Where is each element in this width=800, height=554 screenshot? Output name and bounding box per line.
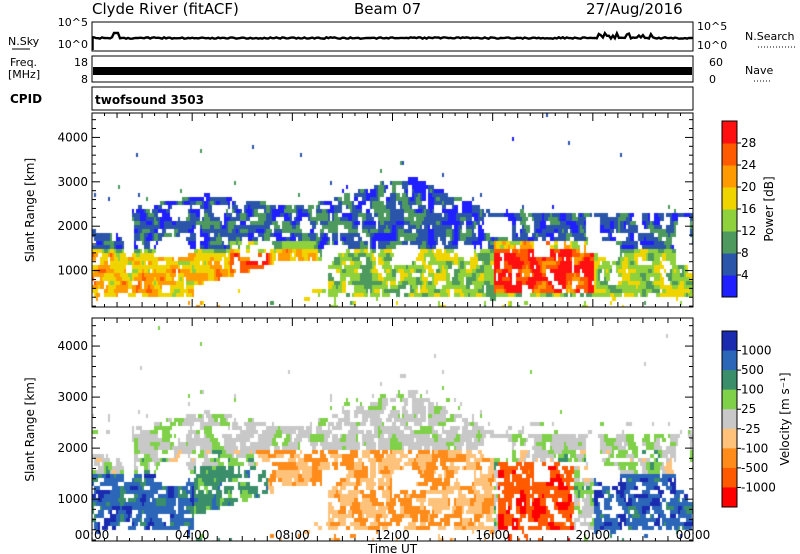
rti-power-image	[92, 113, 693, 307]
noise-sky-line	[92, 30, 694, 41]
velocity-colorbar-segment	[722, 409, 737, 430]
velocity-colorbar-label-7: -1000	[741, 480, 776, 494]
power-colorbar-label-2: 12	[741, 224, 756, 238]
y-tick-label-power-0: 1000	[57, 264, 88, 278]
power-colorbar-segment	[722, 209, 737, 232]
velocity-colorbar-segment	[722, 389, 737, 410]
freq-label-line1: Freq.	[10, 56, 37, 69]
velocity-colorbar-label-3: 25	[741, 402, 756, 416]
velocity-colorbar-segment	[722, 350, 737, 371]
power-colorbar-segment	[722, 121, 737, 144]
power-colorbar-label-4: 20	[741, 180, 756, 194]
x-tick-label-3: 12:00	[375, 528, 410, 542]
y-tick-label-power-1: 2000	[57, 219, 88, 233]
freq-band	[93, 67, 692, 75]
freq-panel-frame	[91, 55, 694, 83]
date-title: 27/Aug/2016	[586, 0, 683, 18]
noise-left-tick-bottom: 10^0	[58, 38, 88, 51]
nave-tick-bottom: 0	[709, 73, 716, 86]
velocity-colorbar-segment	[722, 448, 737, 469]
power-colorbar-segment	[722, 275, 737, 298]
y-tick-label-power-3: 4000	[57, 130, 88, 144]
y-tick-label-vel-1: 2000	[57, 441, 88, 455]
power-colorbar-segment	[722, 187, 737, 210]
station-title: Clyde River (fitACF)	[92, 0, 239, 18]
freq-label-line2: [MHz]	[8, 68, 40, 81]
y-tick-label-vel-2: 3000	[57, 390, 88, 404]
noise-right-label: N.Search	[745, 30, 795, 43]
y-tick-label-vel-0: 1000	[57, 492, 88, 506]
x-tick-label-4: 16:00	[475, 528, 510, 542]
y-tick-label-power-2: 3000	[57, 175, 88, 189]
power-colorbar-segment	[722, 165, 737, 188]
velocity-colorbar-label-2: 100	[741, 383, 764, 397]
nave-tick-top: 60	[709, 56, 723, 69]
y-axis-label-vel: Slant Range [km]	[23, 377, 37, 481]
x-tick-label-2: 08:00	[275, 528, 310, 542]
y-tick-label-vel-3: 4000	[57, 339, 88, 353]
velocity-colorbar-title: Velocity [m s⁻¹]	[778, 372, 792, 465]
x-tick-label-6: 00:00	[676, 528, 711, 542]
power-colorbar-label-3: 16	[741, 202, 756, 216]
velocity-colorbar-segment	[722, 467, 737, 488]
power-colorbar-segment	[722, 143, 737, 166]
power-colorbar-label-1: 8	[741, 246, 749, 260]
noise-right-tick-bottom: 10^0	[697, 39, 727, 52]
x-tick-label-5: 20:00	[576, 528, 611, 542]
x-axis-label: Time UT	[367, 542, 418, 554]
cpid-panel-frame	[91, 86, 694, 111]
cpid-label: CPID	[10, 92, 42, 106]
noise-left-label: N.Sky	[8, 35, 40, 48]
rti-vel-image	[92, 318, 693, 541]
power-colorbar-title: Power [dB]	[762, 176, 776, 241]
velocity-colorbar-segment	[722, 428, 737, 449]
power-colorbar-label-6: 28	[741, 136, 756, 150]
velocity-colorbar-label-4: -25	[741, 422, 761, 436]
nave-label: Nave	[745, 64, 773, 77]
velocity-colorbar-segment	[722, 487, 737, 508]
velocity-colorbar-segment	[722, 331, 737, 352]
power-colorbar-label-0: 4	[741, 268, 749, 282]
velocity-colorbar-frame	[721, 330, 738, 508]
power-colorbar-segment	[722, 253, 737, 276]
freq-tick-top: 18	[74, 56, 88, 69]
power-colorbar-segment	[722, 231, 737, 254]
velocity-colorbar-label-6: -500	[741, 461, 768, 475]
noise-right-tick-top: 10^5	[697, 20, 727, 33]
y-axis-label-power: Slant Range [km]	[23, 158, 37, 262]
beam-title: Beam 07	[354, 0, 422, 18]
freq-tick-bottom: 8	[81, 73, 88, 86]
velocity-colorbar-label-5: -100	[741, 441, 768, 455]
noise-left-tick-top: 10^5	[58, 16, 88, 29]
cpid-value: twofsound 3503	[95, 93, 204, 107]
velocity-colorbar-segment	[722, 370, 737, 391]
x-tick-label-1: 04:00	[175, 528, 210, 542]
velocity-colorbar-label-0: 1000	[741, 344, 772, 358]
power-colorbar-label-5: 24	[741, 158, 756, 172]
x-tick-label-0: 00:00	[75, 528, 110, 542]
velocity-colorbar-label-1: 500	[741, 363, 764, 377]
